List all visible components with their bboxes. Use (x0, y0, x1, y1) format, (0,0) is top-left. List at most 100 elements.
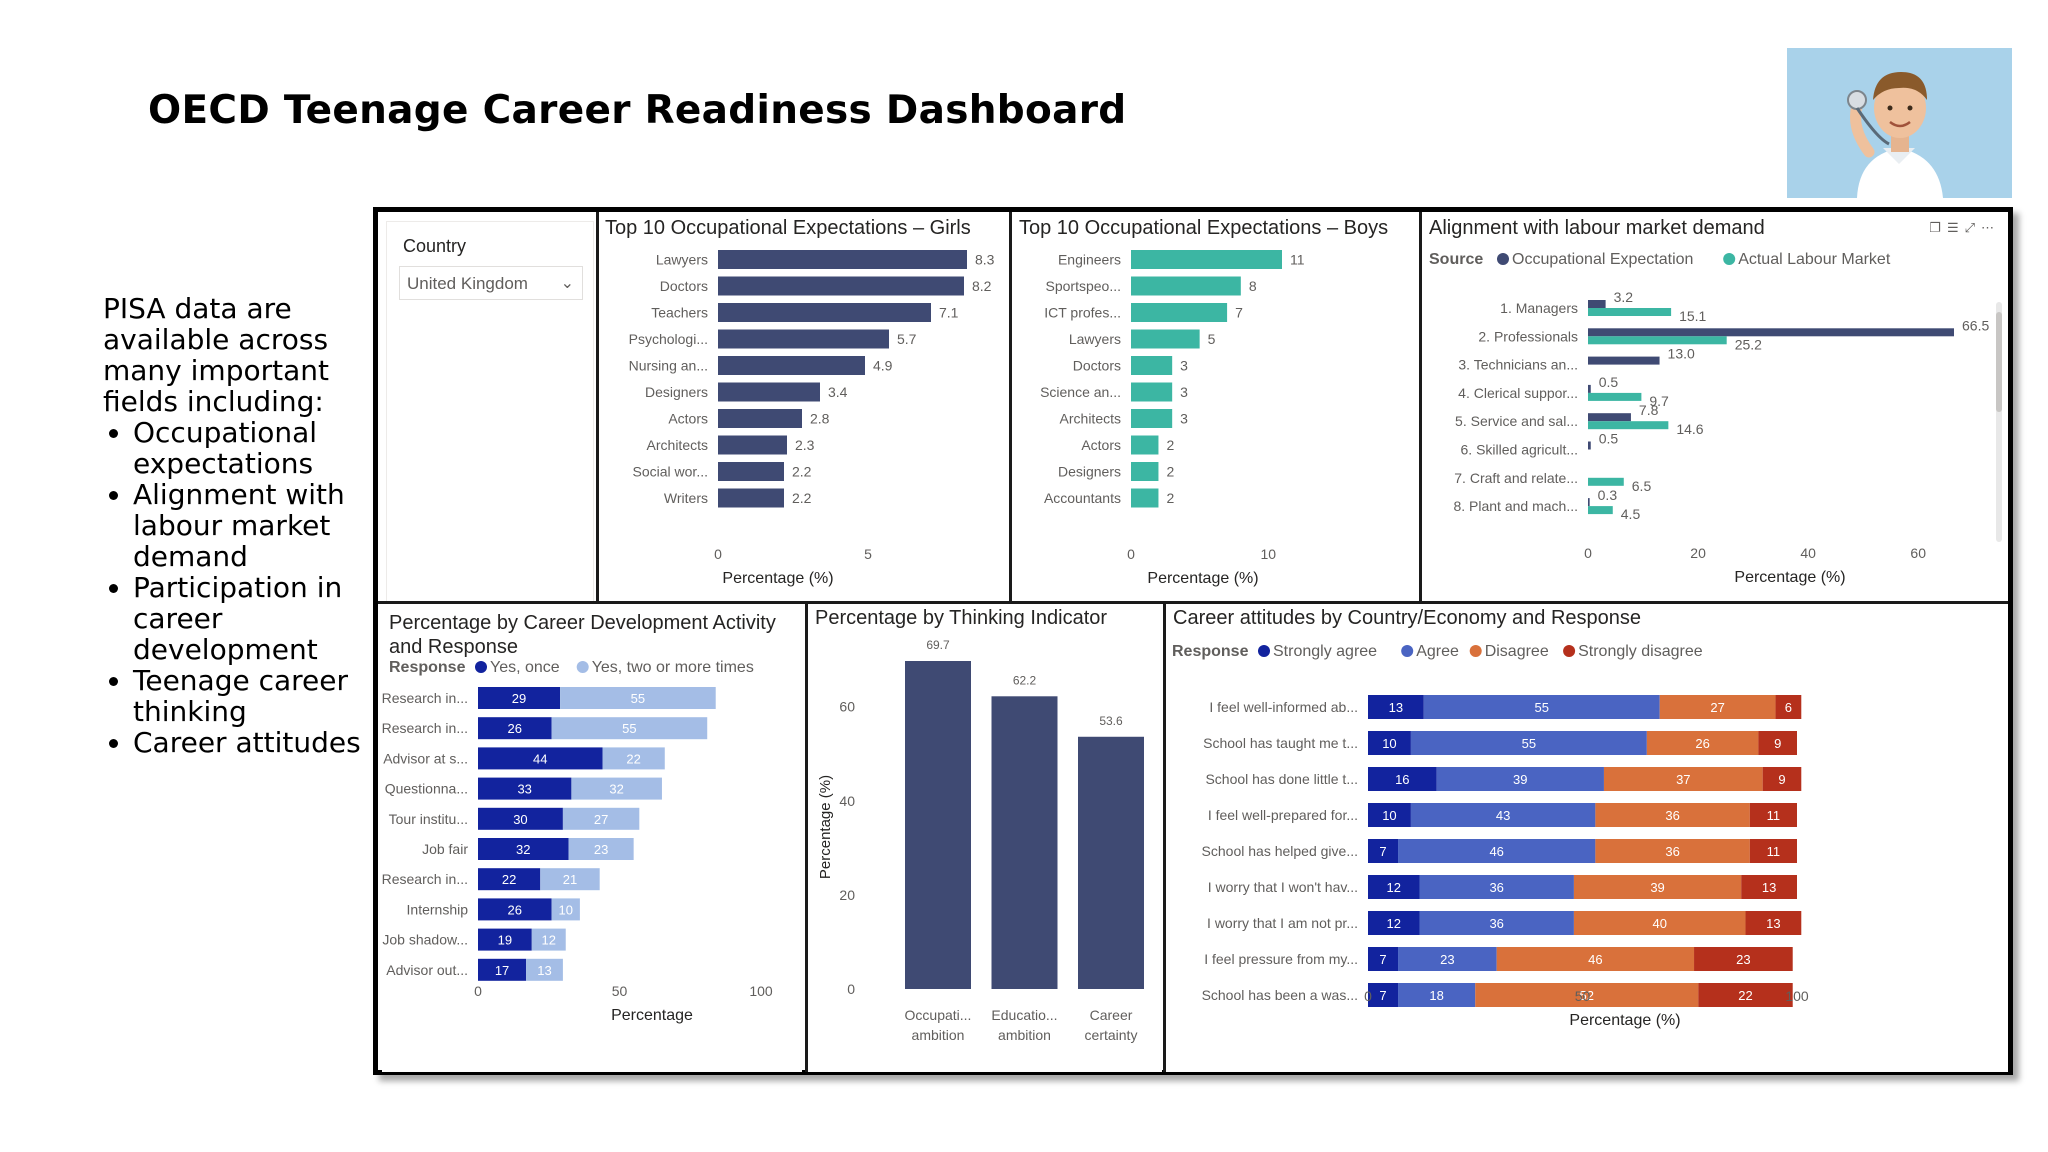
bar (1131, 462, 1159, 481)
data-label: 12 (1387, 916, 1401, 931)
data-label: 40 (1652, 916, 1666, 931)
category-label: certainty (1085, 1027, 1138, 1043)
bar-segment (526, 958, 563, 981)
data-label: 26 (508, 721, 522, 736)
bar (1131, 276, 1241, 296)
bar (905, 661, 971, 989)
category-label: ambition (912, 1027, 965, 1043)
bar (1588, 392, 1642, 401)
data-label: 11 (1767, 844, 1781, 859)
data-label: 3.2 (1614, 289, 1634, 305)
category-label: Social wor... (633, 464, 708, 480)
bar (718, 250, 967, 269)
category-label: Psychologi... (629, 331, 708, 347)
data-label: 6.5 (1632, 478, 1652, 494)
bar-segment (562, 807, 640, 830)
more-options-icon[interactable]: ⋯ (1981, 220, 2000, 235)
bar (1588, 506, 1613, 515)
category-label: Science an... (1040, 384, 1121, 400)
data-label: 12 (542, 933, 556, 948)
category-label: 7. Craft and relate... (1454, 470, 1578, 486)
bar (718, 462, 784, 481)
legend-marker (576, 661, 589, 673)
bar-segment (1368, 839, 1399, 863)
bar-segment (478, 928, 532, 951)
bar (1078, 736, 1144, 989)
x-tick-label: 50 (612, 983, 628, 999)
legend-label: Disagree (1485, 643, 1549, 660)
data-label: 39 (1513, 772, 1527, 787)
legend-marker (1469, 645, 1482, 657)
category-label: Tour institu... (389, 811, 468, 827)
legend-label: Occupational Expectation (1512, 251, 1693, 268)
bar-segment (1368, 767, 1437, 791)
x-tick-label: 20 (1690, 545, 1706, 561)
data-label: 14.6 (1676, 421, 1703, 437)
bar (1588, 384, 1591, 393)
x-tick-label: 60 (1910, 545, 1926, 561)
bar (1588, 413, 1631, 422)
data-label: 44 (533, 751, 547, 766)
data-label: 0.3 (1598, 487, 1618, 503)
data-label: 9.7 (1649, 393, 1669, 409)
student-photo-illustration (1787, 48, 2012, 198)
attitudes-panel: Career attitudes by Country/Economy and … (1166, 602, 2008, 1072)
attitudes-chart-title: Career attitudes by Country/Economy and … (1173, 607, 1642, 629)
scrollbar-thumb[interactable] (1996, 312, 2002, 412)
legend-label: Yes, two or more times (592, 659, 754, 676)
country-dropdown[interactable]: United Kingdom ⌄ (399, 266, 583, 300)
boys-bar-chart: Engineers 11 Sportspeo... 8 ICT profes... 7 La… (1040, 250, 1305, 587)
y-tick-label: 60 (839, 699, 855, 715)
data-label: 0.5 (1599, 374, 1619, 390)
bar-segment (1603, 767, 1763, 791)
bar (1588, 477, 1624, 486)
bar-segment (1410, 731, 1647, 755)
data-label: 5.7 (897, 331, 917, 347)
data-label: 22 (626, 751, 640, 766)
category-label: Educatio... (991, 1007, 1057, 1023)
data-label: 26 (508, 902, 522, 917)
data-label: 43 (1496, 808, 1510, 823)
divider (378, 601, 2008, 604)
category-label: I feel well-informed ab... (1209, 699, 1358, 715)
filter-icon[interactable]: ☰ (1946, 220, 1965, 235)
data-label: 36 (1489, 880, 1503, 895)
copy-icon[interactable]: ❐ (1929, 220, 1947, 235)
data-label: 13 (1766, 916, 1780, 931)
activity-panel: Percentage by Career Development Activit… (382, 606, 802, 1072)
category-label: 4. Clerical suppor... (1458, 385, 1578, 401)
activity-title-line1: Percentage by Career Development Activit… (389, 612, 776, 634)
vertical-scrollbar[interactable] (1996, 302, 2002, 542)
data-label: 13.0 (1668, 346, 1695, 362)
y-tick-label: 0 (847, 981, 855, 997)
bar (1131, 356, 1173, 375)
alignment-bar-chart: Source Occupational Expectation Actual Lab… (1429, 251, 1989, 586)
bar (718, 356, 865, 375)
data-label: 29 (512, 691, 526, 706)
activity-title-line2: and Response (389, 636, 518, 658)
data-label: 11 (1767, 808, 1781, 823)
bar-segment (1595, 803, 1750, 827)
bar (1131, 329, 1200, 349)
bar (1131, 488, 1159, 508)
category-label: Architects (647, 437, 708, 453)
data-label: 69.7 (926, 638, 950, 652)
data-label: 46 (1489, 844, 1503, 859)
activity-chart-title: Percentage by Career Development Activit… (389, 611, 776, 659)
bar-segment (1398, 839, 1596, 863)
bullet-item: Occupational expectations (133, 417, 363, 479)
bar-segment (1368, 911, 1420, 935)
divider (1009, 212, 1012, 604)
bar-segment (1398, 983, 1476, 1007)
legend-title: Source (1429, 251, 1483, 268)
data-label: 23 (1440, 952, 1454, 967)
bar (1588, 308, 1672, 316)
bar-segment (478, 838, 569, 860)
data-label: 13 (537, 963, 551, 978)
bar (1588, 328, 1954, 337)
data-label: 10 (1382, 736, 1396, 751)
legend-marker (1563, 645, 1576, 657)
boys-expectations-panel: Top 10 Occupational Expectations – Boys … (1012, 212, 1418, 602)
data-label: 7.1 (939, 305, 959, 321)
focus-mode-icon[interactable]: ⤢ (1964, 220, 1981, 235)
